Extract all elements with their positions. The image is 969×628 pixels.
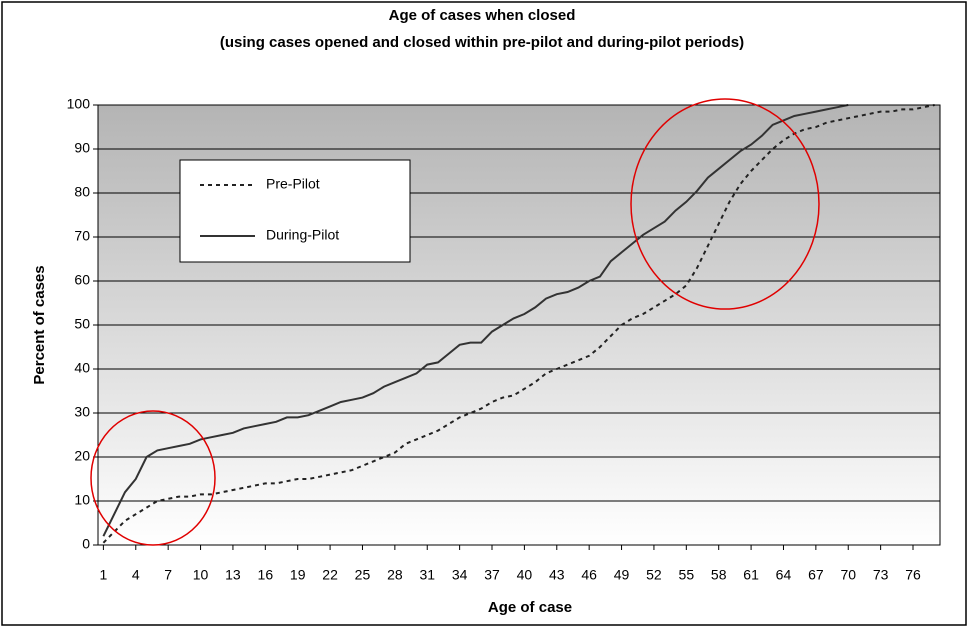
y-tick-label: 100: [67, 96, 91, 112]
y-axis-label: Percent of cases: [31, 265, 48, 384]
x-tick-label: 64: [776, 567, 792, 583]
x-tick-label: 10: [193, 567, 209, 583]
chart-title: Age of cases when closed: [389, 7, 576, 24]
x-tick-label: 1: [99, 567, 107, 583]
x-axis-label: Age of case: [488, 599, 572, 616]
x-tick-label: 46: [581, 567, 597, 583]
x-tick-label: 40: [517, 567, 533, 583]
y-tick-label: 80: [74, 184, 90, 200]
x-tick-label: 58: [711, 567, 727, 583]
y-tick-label: 0: [82, 536, 90, 552]
x-tick-label: 28: [387, 567, 403, 583]
x-tick-label: 61: [743, 567, 759, 583]
plot-border: [97, 104, 941, 546]
y-tick-label: 30: [74, 404, 90, 420]
y-tick-label: 10: [74, 492, 90, 508]
chart-subtitle: (using cases opened and closed within pr…: [220, 34, 744, 51]
x-tick-label: 22: [322, 567, 338, 583]
x-tick-label: 34: [452, 567, 468, 583]
lines: [102, 104, 935, 544]
x-tick-label: 37: [484, 567, 500, 583]
legend-label: During-Pilot: [266, 227, 339, 243]
y-tick-label: 40: [74, 360, 90, 376]
y-tick-label: 20: [74, 448, 90, 464]
y-tick-label: 90: [74, 140, 90, 156]
highlight-circle: [90, 410, 216, 546]
x-tick-label: 16: [258, 567, 274, 583]
legend-box: [179, 159, 411, 263]
series-line: [102, 104, 935, 544]
x-tick-label: 70: [840, 567, 856, 583]
y-tick-label: 50: [74, 316, 90, 332]
x-tick-label: 7: [164, 567, 172, 583]
y-tick-label: 70: [74, 228, 90, 244]
x-tick-label: 67: [808, 567, 824, 583]
x-tick-label: 13: [225, 567, 241, 583]
x-tick-label: 31: [419, 567, 435, 583]
x-tick-label: 43: [549, 567, 565, 583]
x-tick-label: 4: [132, 567, 140, 583]
x-tick-label: 19: [290, 567, 306, 583]
y-tick-label: 60: [74, 272, 90, 288]
x-tick-label: 76: [905, 567, 921, 583]
x-tick-label: 73: [873, 567, 889, 583]
x-tick-label: 52: [646, 567, 662, 583]
legend-label: Pre-Pilot: [266, 176, 320, 192]
series-line: [102, 104, 849, 537]
highlight-circle: [630, 98, 820, 310]
legend: Pre-Pilot During-Pilot: [179, 159, 411, 263]
x-tick-label: 25: [355, 567, 371, 583]
x-tick-label: 49: [614, 567, 630, 583]
x-tick-label: 55: [679, 567, 695, 583]
